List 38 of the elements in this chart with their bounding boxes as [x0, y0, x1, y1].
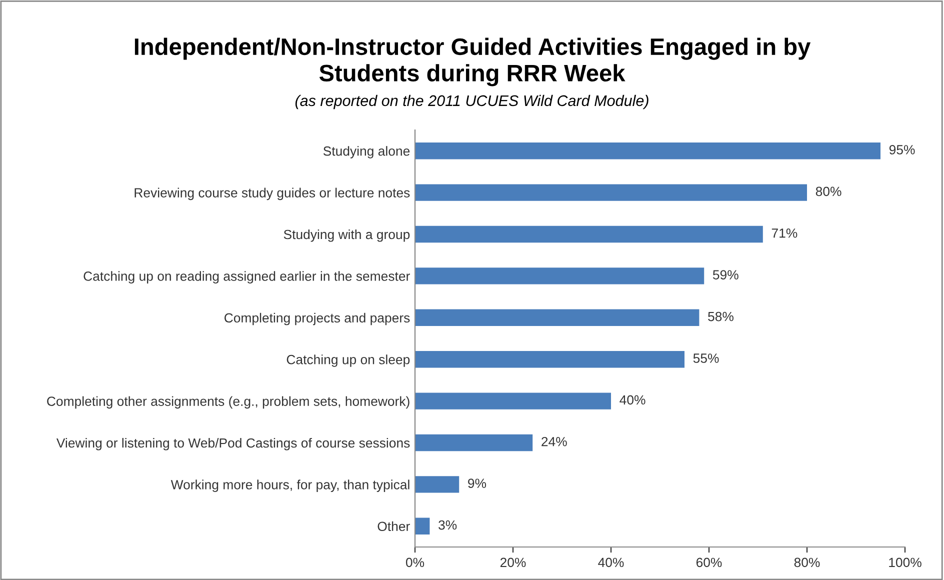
- y-tick-label: Other: [378, 521, 410, 532]
- bar: [415, 518, 430, 534]
- y-tick-label: Studying with a group: [284, 229, 410, 242]
- data-label: 58%: [708, 312, 734, 322]
- data-label: 71%: [772, 228, 798, 238]
- bar: [415, 142, 880, 160]
- bar: [415, 392, 611, 410]
- bar: [415, 434, 533, 452]
- chart-title: Independent/Non-Instructor Guided Activities Engaged in by Students during RRR Week: [134, 38, 811, 86]
- data-label: 24%: [542, 436, 567, 446]
- bar: [415, 184, 807, 201]
- data-label: 9%: [468, 478, 486, 488]
- data-label: 40%: [620, 395, 646, 405]
- y-tick-label: Catching up on sleep: [286, 354, 410, 367]
- data-label: 3%: [438, 520, 457, 530]
- y-tick-label: Reviewing course study guides or lecture notes: [134, 188, 410, 200]
- data-label: 95%: [889, 145, 915, 154]
- bar: [415, 351, 684, 368]
- data-label: 80%: [816, 186, 842, 196]
- y-tick-label: Viewing or listening to Web/Pod Castings of course sessions: [56, 438, 410, 450]
- y-tick-label: Completing other assignments (e.g., problem sets, homework): [47, 396, 410, 409]
- x-tick-label: 40%: [598, 558, 624, 568]
- bar: [415, 309, 700, 326]
- x-tick-label: 100%: [889, 558, 922, 568]
- x-tick-label: 20%: [500, 558, 526, 568]
- bar: [415, 476, 460, 493]
- data-label: 59%: [712, 270, 738, 280]
- data-label: 55%: [693, 354, 719, 363]
- x-tick-label: 60%: [696, 558, 722, 568]
- x-tick-label: 0%: [406, 558, 424, 568]
- bar: [415, 268, 704, 284]
- y-tick-label: Completing projects and papers: [224, 312, 410, 326]
- chart-subtitle: (as reported on the 2011 UCUES Wild Card Module): [295, 94, 648, 110]
- y-tick-label: Catching up on reading assigned earlier in the semester: [84, 271, 410, 284]
- y-tick-label: Studying alone: [323, 146, 410, 158]
- bar: [415, 226, 763, 243]
- y-tick-label: Working more hours, for pay, than typical: [170, 480, 410, 492]
- x-tick-label: 80%: [794, 558, 820, 568]
